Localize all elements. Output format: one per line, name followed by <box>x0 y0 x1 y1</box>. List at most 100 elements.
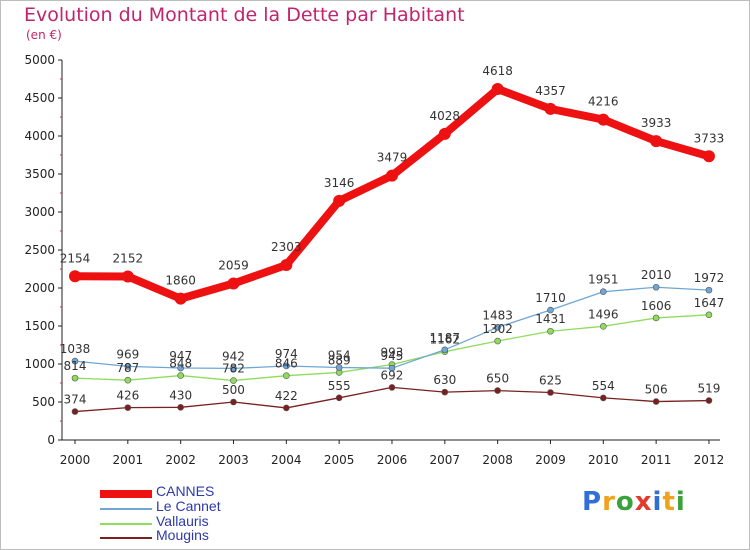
data-point <box>71 408 79 415</box>
data-point <box>124 404 132 411</box>
data-label: 1483 <box>482 308 513 322</box>
legend-swatch <box>100 523 152 525</box>
logo-letter: P <box>582 487 603 517</box>
data-label: 555 <box>328 379 351 393</box>
y-tick-label: 5000 <box>24 53 55 67</box>
data-label: 374 <box>64 393 87 407</box>
data-point <box>335 394 343 402</box>
data-label: 1038 <box>60 342 91 356</box>
x-tick-label: 2007 <box>430 453 461 467</box>
data-point <box>494 323 501 331</box>
data-label: 969 <box>116 347 139 361</box>
data-label: 1496 <box>588 307 619 321</box>
data-label: 506 <box>645 383 668 397</box>
legend-swatch <box>100 490 152 498</box>
data-point <box>280 258 293 271</box>
data-label: 1710 <box>535 291 566 305</box>
x-tick-label: 2000 <box>60 453 91 467</box>
y-tick-label: 0 <box>47 433 55 447</box>
data-point <box>652 398 660 405</box>
data-point <box>650 135 663 148</box>
data-point <box>705 397 713 404</box>
legend-label: Mougins <box>156 527 209 543</box>
data-label: 782 <box>222 362 245 376</box>
y-tick-label: 2500 <box>24 243 55 257</box>
y-tick-label: 1500 <box>24 319 55 333</box>
data-point <box>599 288 607 296</box>
data-label: 1647 <box>694 296 725 310</box>
x-tick-label: 2001 <box>113 453 144 467</box>
chart-title: Evolution du Montant de la Dette par Hab… <box>24 4 465 26</box>
data-point <box>177 372 184 379</box>
data-point <box>230 398 237 406</box>
data-point <box>71 374 79 382</box>
data-label: 846 <box>275 357 298 371</box>
data-label: 974 <box>275 347 298 361</box>
x-tick-label: 2002 <box>165 453 196 467</box>
y-tick-label: 2000 <box>24 281 55 295</box>
data-point <box>441 388 449 396</box>
data-label: 650 <box>486 372 509 386</box>
data-label: 4618 <box>482 64 513 78</box>
data-label: 554 <box>592 379 615 393</box>
data-point <box>283 362 290 370</box>
data-point <box>705 286 713 294</box>
x-tick-label: 2011 <box>641 453 672 467</box>
data-label: 945 <box>381 349 404 363</box>
data-label: 993 <box>381 346 404 360</box>
data-label: 787 <box>116 361 139 375</box>
x-tick-label: 2009 <box>535 453 566 467</box>
data-point <box>283 404 290 412</box>
data-point <box>385 169 398 182</box>
series-line-cannes <box>74 85 711 303</box>
data-label: 4028 <box>430 109 461 123</box>
data-label: 625 <box>539 374 562 388</box>
x-tick-label: 2004 <box>271 453 302 467</box>
logo-letter: i <box>652 487 663 517</box>
data-label: 3479 <box>377 151 408 165</box>
data-label: 2010 <box>641 268 672 282</box>
data-point <box>71 357 79 365</box>
data-point <box>230 377 237 384</box>
data-point <box>333 194 346 207</box>
data-label: 3146 <box>324 176 355 190</box>
data-label: 4216 <box>588 95 619 109</box>
data-label: 1860 <box>165 274 196 288</box>
proxiti-logo: Proxiti <box>582 487 686 517</box>
data-label: 814 <box>64 359 87 373</box>
data-label: 500 <box>222 383 245 397</box>
data-label: 1187 <box>430 331 461 345</box>
data-label: 430 <box>169 388 192 402</box>
logo-letter: i <box>675 487 686 517</box>
data-point <box>388 384 396 391</box>
data-label: 1951 <box>588 273 619 287</box>
legend-label: Le Cannet <box>156 498 221 514</box>
logo-letter: t <box>662 487 676 517</box>
data-point <box>705 311 713 319</box>
data-point <box>547 327 554 335</box>
x-tick-label: 2012 <box>694 453 725 467</box>
x-tick-label: 2005 <box>324 453 355 467</box>
data-point <box>547 389 554 396</box>
data-point <box>230 365 237 372</box>
data-label: 942 <box>222 349 245 363</box>
data-point <box>69 270 81 283</box>
data-point <box>599 323 607 330</box>
x-tick-label: 2006 <box>377 453 408 467</box>
data-point <box>124 376 132 384</box>
data-label: 2154 <box>60 251 91 265</box>
data-label: 2152 <box>113 251 144 265</box>
data-label: 954 <box>328 348 351 362</box>
data-point <box>491 83 504 96</box>
data-point <box>544 102 557 115</box>
data-label: 848 <box>169 357 192 371</box>
x-tick-label: 2003 <box>218 453 249 467</box>
data-label: 630 <box>433 373 456 387</box>
data-point <box>177 404 184 411</box>
data-point <box>599 394 607 402</box>
data-point <box>124 363 132 370</box>
data-label: 1162 <box>430 333 461 347</box>
chart-subtitle: (en €) <box>26 28 62 42</box>
logo-letter: o <box>615 487 635 517</box>
